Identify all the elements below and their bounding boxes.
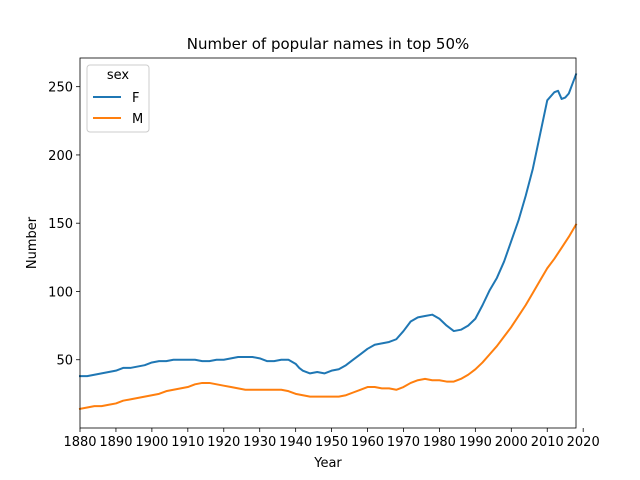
plot-frame	[79, 57, 577, 429]
x-tick-label-1910: 1910	[171, 435, 204, 450]
y-tick-label-50: 50	[56, 354, 73, 369]
legend-label-f: F	[132, 91, 139, 106]
x-tick-label-1960: 1960	[351, 435, 384, 450]
y-tick-label-200: 200	[48, 149, 73, 164]
x-tick-label-1970: 1970	[387, 435, 420, 450]
x-tick-label-1880: 1880	[63, 435, 96, 450]
legend: sex F M	[86, 64, 150, 133]
legend-label-m: M	[132, 112, 143, 127]
y-tick-label-100: 100	[48, 285, 73, 300]
x-tick-label-1920: 1920	[207, 435, 240, 450]
y-axis-label: Number	[25, 216, 40, 269]
series-line-f	[79, 73, 578, 378]
ticks-layer: 1880 1890 1900 1910 1920 1930 1940 1950 1960 1970…	[48, 81, 600, 450]
x-tick-label-1990: 1990	[459, 435, 492, 450]
x-tick-label-2010: 2010	[531, 435, 564, 450]
series-line-m	[78, 223, 578, 411]
y-tick-label-250: 250	[48, 81, 73, 96]
y-tick-label-150: 150	[48, 217, 73, 232]
x-tick-label-1890: 1890	[99, 435, 132, 450]
x-tick-label-1940: 1940	[279, 435, 312, 450]
legend-title: sex	[107, 68, 130, 83]
x-tick-label-2000: 2000	[495, 435, 528, 450]
chart-title: Number of popular names in top 50%	[187, 35, 470, 53]
x-tick-label-1930: 1930	[243, 435, 276, 450]
x-tick-label-2020: 2020	[567, 435, 600, 450]
x-tick-label-1950: 1950	[315, 435, 348, 450]
x-tick-label-1900: 1900	[135, 435, 168, 450]
legend-box	[86, 64, 150, 133]
x-axis-label: Year	[313, 456, 342, 471]
series-layer	[78, 73, 578, 411]
x-tick-label-1980: 1980	[423, 435, 456, 450]
plot-area	[80, 58, 576, 428]
